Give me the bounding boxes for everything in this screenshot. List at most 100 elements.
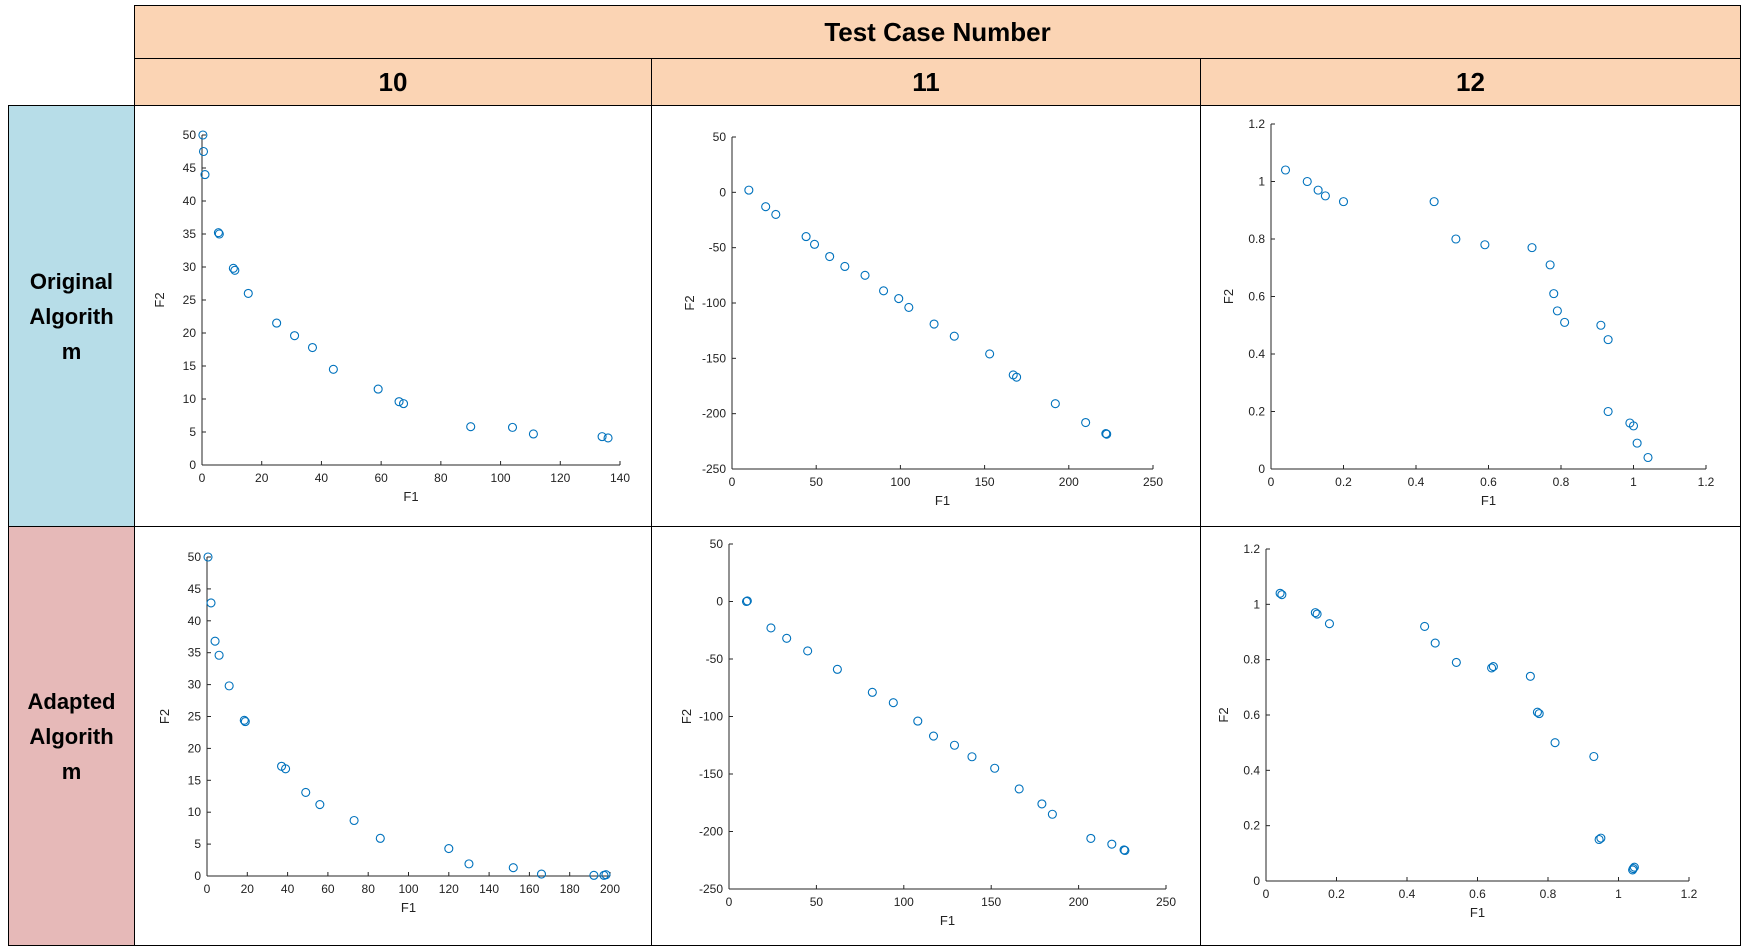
x-tick-label: 140 <box>479 882 499 896</box>
y-tick-label: 0 <box>194 869 201 883</box>
y-tick-label: 0 <box>1258 462 1265 476</box>
data-point <box>214 650 224 660</box>
data-point <box>281 764 291 774</box>
y-tick-label: 15 <box>188 773 202 787</box>
y-tick-label: -100 <box>699 710 723 724</box>
data-point <box>1632 438 1642 448</box>
y-tick-label: 50 <box>710 537 724 551</box>
y-tick-label: 0 <box>716 595 723 609</box>
data-point <box>766 623 776 633</box>
x-tick-label: 150 <box>975 475 995 489</box>
data-point <box>328 364 338 374</box>
y-tick-label: 35 <box>188 646 202 660</box>
y-tick-label: 15 <box>183 359 197 373</box>
y-tick-label: 10 <box>188 805 202 819</box>
data-point <box>1275 588 1285 598</box>
data-point <box>1012 372 1022 382</box>
data-point <box>1628 863 1638 874</box>
data-point <box>1277 590 1287 600</box>
y-tick-label: 0.6 <box>1243 708 1260 722</box>
data-point <box>1107 839 1117 849</box>
data-point <box>867 687 877 697</box>
data-point <box>1589 751 1599 762</box>
data-point <box>990 763 1000 773</box>
row-label-original: Original Algorith m <box>8 105 135 527</box>
scatter-plot: 0 20 40 60 80 100 120 140 160 180 200 0 5 10 15 20 25 30 3… <box>157 550 620 915</box>
column-header-label: 11 <box>912 66 940 97</box>
data-point <box>1280 165 1291 175</box>
y-tick-label: 0.4 <box>1248 347 1265 361</box>
y-tick-label: 10 <box>183 392 197 406</box>
data-point <box>1594 834 1604 845</box>
data-point <box>228 263 238 273</box>
y-axis-label: F2 <box>1221 289 1236 304</box>
data-point <box>1320 191 1330 201</box>
data-point <box>742 596 752 606</box>
x-tick-label: 0.2 <box>1335 475 1352 489</box>
data-point <box>761 202 771 212</box>
data-point <box>239 715 249 725</box>
x-tick-label: 80 <box>362 882 376 896</box>
data-point <box>528 429 538 439</box>
y-tick-label: 5 <box>189 425 196 439</box>
data-point <box>1480 240 1490 250</box>
data-point <box>198 130 208 140</box>
y-tick-label: 1.2 <box>1243 542 1260 556</box>
data-point <box>879 286 889 296</box>
plot-cell-original-10: 0 20 40 60 80 100 120 140 0 5 10 15 20 25 30 35 40 45 50 F1… <box>134 105 652 527</box>
data-point <box>1550 738 1560 748</box>
y-tick-label: -150 <box>702 351 726 365</box>
data-point <box>913 716 923 726</box>
data-point <box>315 799 325 810</box>
y-tick-label: 1 <box>1253 597 1260 611</box>
data-point <box>272 318 282 328</box>
x-tick-label: 0 <box>199 471 206 485</box>
data-point <box>243 288 253 298</box>
y-tick-label: 50 <box>188 550 202 564</box>
header-title: Test Case Number <box>824 16 1051 47</box>
x-tick-label: 1 <box>1630 475 1637 489</box>
y-tick-label: 40 <box>188 614 202 628</box>
data-point <box>860 270 870 280</box>
data-point <box>508 863 518 873</box>
data-point <box>1420 621 1430 632</box>
y-tick-label: 30 <box>183 260 197 274</box>
x-axis-label: F1 <box>403 489 418 504</box>
y-tick-label: 50 <box>713 130 727 144</box>
row-label-text: Adapted Algorith m <box>27 688 116 784</box>
data-point <box>888 698 898 708</box>
data-point <box>1086 833 1096 843</box>
data-point <box>601 870 611 880</box>
data-point <box>213 228 223 238</box>
data-point <box>1451 657 1461 667</box>
column-header-12: 12 <box>1200 58 1741 106</box>
y-tick-label: 0.4 <box>1243 763 1260 777</box>
header-title-cell: Test Case Number <box>134 5 1741 59</box>
data-point <box>240 717 250 727</box>
data-point <box>985 349 995 359</box>
data-point <box>536 869 547 879</box>
x-tick-label: 120 <box>439 882 459 896</box>
data-point <box>1338 197 1349 207</box>
x-tick-label: 0.6 <box>1480 475 1497 489</box>
y-tick-label: -200 <box>702 407 726 421</box>
data-point <box>1047 809 1057 819</box>
scatter-plot: 0 20 40 60 80 100 120 140 0 5 10 15 20 25 30 35 40 45 50 F1… <box>152 128 630 504</box>
x-tick-label: 40 <box>315 471 329 485</box>
x-tick-label: 60 <box>321 882 335 896</box>
y-axis-label: F2 <box>679 709 694 724</box>
data-point <box>214 229 224 239</box>
x-tick-label: 160 <box>519 882 539 896</box>
data-point <box>1430 638 1440 648</box>
data-point <box>1488 662 1498 672</box>
plot-cell-original-12: 0 0.2 0.4 0.6 0.8 1 1.2 0 0.2 0.4 0.6 0.8 1 1.2 F1 F2 <box>1200 105 1741 527</box>
data-point <box>1603 335 1613 345</box>
data-point <box>603 433 613 443</box>
x-tick-label: 0.2 <box>1328 887 1345 901</box>
x-tick-label: 50 <box>810 895 824 909</box>
data-point <box>589 870 599 880</box>
data-point <box>349 815 359 826</box>
data-point <box>1534 709 1544 719</box>
data-point <box>1628 421 1639 431</box>
x-tick-label: 150 <box>981 895 1001 909</box>
